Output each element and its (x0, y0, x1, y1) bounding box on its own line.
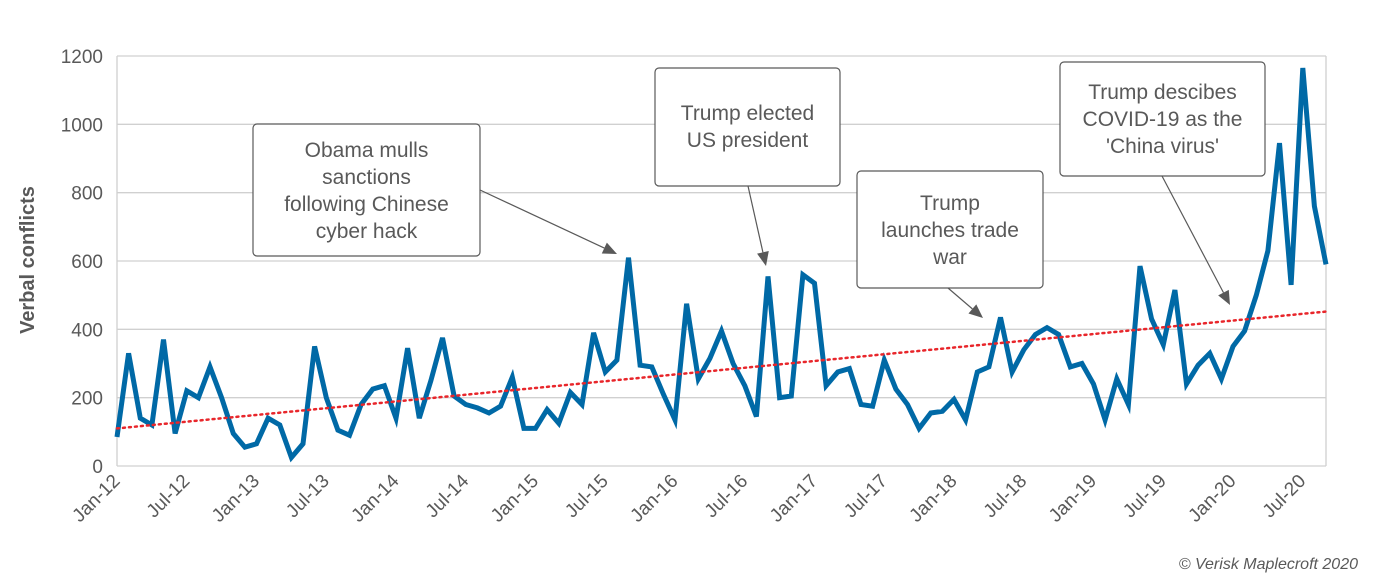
annotation-callout: Trump elected US president (654, 67, 841, 266)
callout-text: sanctions (322, 166, 411, 189)
x-tick-label: Jul-19 (1119, 471, 1170, 522)
callout-arrow-line (479, 189, 605, 249)
callout-text: Trump (920, 192, 980, 215)
arrow-head-icon (757, 251, 769, 266)
x-tick-label: Jan-19 (1045, 471, 1101, 527)
x-tick-label: Jul-17 (840, 471, 891, 522)
annotation-callout: Trump descibes COVID-19 as the 'China viru… (1059, 61, 1266, 305)
callout-text: following Chinese (284, 193, 449, 216)
y-tick-label: 1000 (61, 115, 103, 136)
y-tick-label: 800 (71, 184, 103, 205)
y-axis-label: Verbal conflicts (17, 186, 39, 334)
annotation-callout: Obama mulls sanctions following Chinese cyb… (252, 123, 617, 257)
y-tick-label: 200 (71, 389, 103, 410)
y-tick-label: 1200 (61, 47, 103, 68)
x-tick-label: Jul-12 (143, 471, 194, 522)
callout-text: cyber hack (316, 220, 418, 243)
data-line (114, 67, 1329, 463)
callout-text: Trump descibes (1088, 81, 1237, 104)
x-tick-label: Jan-16 (627, 471, 683, 527)
trend-line (115, 310, 1328, 430)
x-tick-label: Jan-18 (906, 471, 962, 527)
x-axis-ticks: Jan-12 Jul-12 Jan-13 Jul-13 Jan-14 Jul-14 Jan-… (69, 470, 1311, 526)
y-axis-ticks: 0 200 400 600 800 1000 1200 (61, 47, 103, 478)
x-tick-label: Jan-13 (208, 471, 264, 527)
series-layer (114, 67, 1329, 463)
callout-text: launches trade (881, 219, 1019, 242)
callout-arrow-line (747, 185, 764, 253)
callout-text: 'China virus' (1106, 135, 1219, 158)
x-tick-label: Jul-15 (561, 471, 612, 522)
x-tick-label: Jul-20 (1259, 471, 1310, 522)
x-tick-label: Jan-12 (69, 471, 125, 527)
x-tick-label: Jul-13 (282, 471, 333, 522)
x-tick-label: Jul-16 (701, 471, 752, 522)
x-tick-label: Jul-18 (980, 471, 1031, 522)
callout-text: war (932, 246, 967, 269)
callout-box (654, 67, 841, 187)
x-tick-label: Jan-20 (1185, 471, 1241, 527)
callout-box (856, 170, 1044, 289)
y-tick-label: 600 (71, 252, 103, 273)
arrow-head-icon (601, 242, 617, 254)
y-tick-label: 0 (92, 457, 103, 478)
y-tick-label: 400 (71, 320, 103, 341)
annotations: Obama mulls sanctions following Chinese cyb… (252, 61, 1266, 318)
callout-arrow-line (1161, 175, 1225, 293)
callout-text: US president (687, 129, 809, 152)
callout-text: Trump elected (681, 102, 814, 125)
callout-arrow-line (947, 287, 973, 310)
x-tick-label: Jan-17 (766, 471, 822, 527)
arrow-head-icon (968, 304, 983, 318)
x-tick-label: Jul-14 (422, 470, 474, 522)
callout-text: Obama mulls (305, 139, 429, 162)
callout-text: COVID-19 as the (1083, 108, 1243, 131)
credit: © Verisk Maplecroft 2020 (1179, 556, 1358, 573)
x-tick-label: Jan-14 (348, 470, 404, 526)
arrow-head-icon (1218, 289, 1230, 305)
x-tick-label: Jan-15 (487, 471, 543, 527)
annotation-callout: Trump launches trade war (856, 170, 1044, 318)
